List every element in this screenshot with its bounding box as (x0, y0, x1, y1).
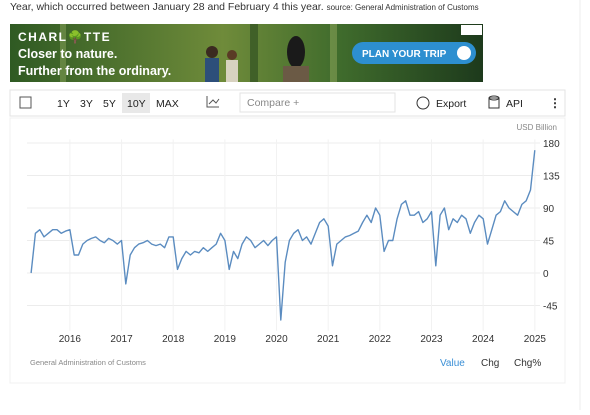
export-icon[interactable] (416, 96, 430, 110)
plot: -45 0 45 90 135 180 2016 2017 2018 2019 2020 2021 20… (27, 139, 560, 345)
range-button[interactable]: 5Y (103, 98, 116, 110)
y-tick-label: 45 (543, 237, 555, 248)
y-tick-label: 0 (543, 269, 549, 280)
series-tab[interactable]: Chg (481, 358, 499, 369)
range-button[interactable]: 3Y (80, 98, 93, 110)
more-menu[interactable]: ⋮ (549, 96, 561, 110)
series-tab[interactable]: Chg% (514, 358, 541, 369)
range-button[interactable]: MAX (156, 98, 179, 110)
y-axis-unit: USD Billion (517, 123, 557, 132)
y-tick-label: 90 (543, 204, 555, 215)
header-text: Year, which occurred between January 28 … (10, 1, 479, 13)
compare-input[interactable] (239, 92, 396, 113)
y-tick-label: 180 (543, 139, 560, 150)
header-sentence: Year, which occurred between January 28 … (10, 1, 324, 13)
chart-panel (9, 117, 566, 384)
x-tick-label: 2023 (420, 334, 443, 345)
data-line (30, 150, 536, 321)
tree (330, 24, 337, 82)
ad-line: Further from the ordinary. (18, 64, 171, 78)
chart-type-icon (208, 98, 220, 105)
person (206, 46, 218, 58)
ad-line: Closer to nature. (18, 47, 117, 61)
x-tick-label: 2025 (524, 334, 547, 345)
x-tick-label: 2018 (162, 334, 185, 345)
series-tab[interactable]: Value (440, 358, 465, 369)
ad-brand: CHARL🌳TTE (18, 29, 111, 44)
compare-placeholder[interactable]: Compare + (247, 97, 299, 109)
calendar-icon[interactable] (19, 96, 32, 109)
x-tick-label: 2016 (59, 334, 82, 345)
ad-choices[interactable] (461, 25, 482, 35)
person (226, 60, 238, 82)
bird (287, 36, 305, 68)
x-tick-label: 2021 (317, 334, 340, 345)
api-icon (488, 97, 500, 109)
stump (283, 66, 309, 82)
person (205, 58, 219, 82)
selected-range (122, 93, 150, 113)
ad-button-icon (457, 46, 471, 60)
range-button[interactable]: 1Y (57, 98, 70, 110)
x-tick-label: 2017 (110, 334, 133, 345)
tree (60, 24, 66, 82)
toolbar: 1Y 3Y 5Y 10Y MAX Compare + Export API ⋮ (9, 89, 566, 117)
x-tick-label: 2022 (369, 334, 392, 345)
header-source: source: General Administration of Custom… (327, 3, 479, 12)
tree (250, 24, 258, 82)
x-tick-label: 2020 (265, 334, 288, 345)
x-tick-label: 2019 (214, 334, 237, 345)
ad-banner[interactable]: CHARL🌳TTE Closer to nature. Further from… (10, 24, 483, 82)
y-tick-label: -45 (543, 302, 558, 313)
ad-button[interactable] (352, 42, 476, 64)
person (227, 50, 237, 60)
ad-button-text[interactable]: PLAN YOUR TRIP (362, 49, 447, 60)
x-tick-label: 2024 (472, 334, 495, 345)
api-button[interactable]: API (506, 98, 523, 110)
export-button[interactable]: Export (436, 98, 466, 110)
range-button[interactable]: 10Y (127, 98, 146, 110)
chart-type-icon[interactable] (206, 96, 219, 108)
y-tick-label: 135 (543, 172, 560, 183)
footer-source: General Administration of Customs (30, 358, 146, 367)
